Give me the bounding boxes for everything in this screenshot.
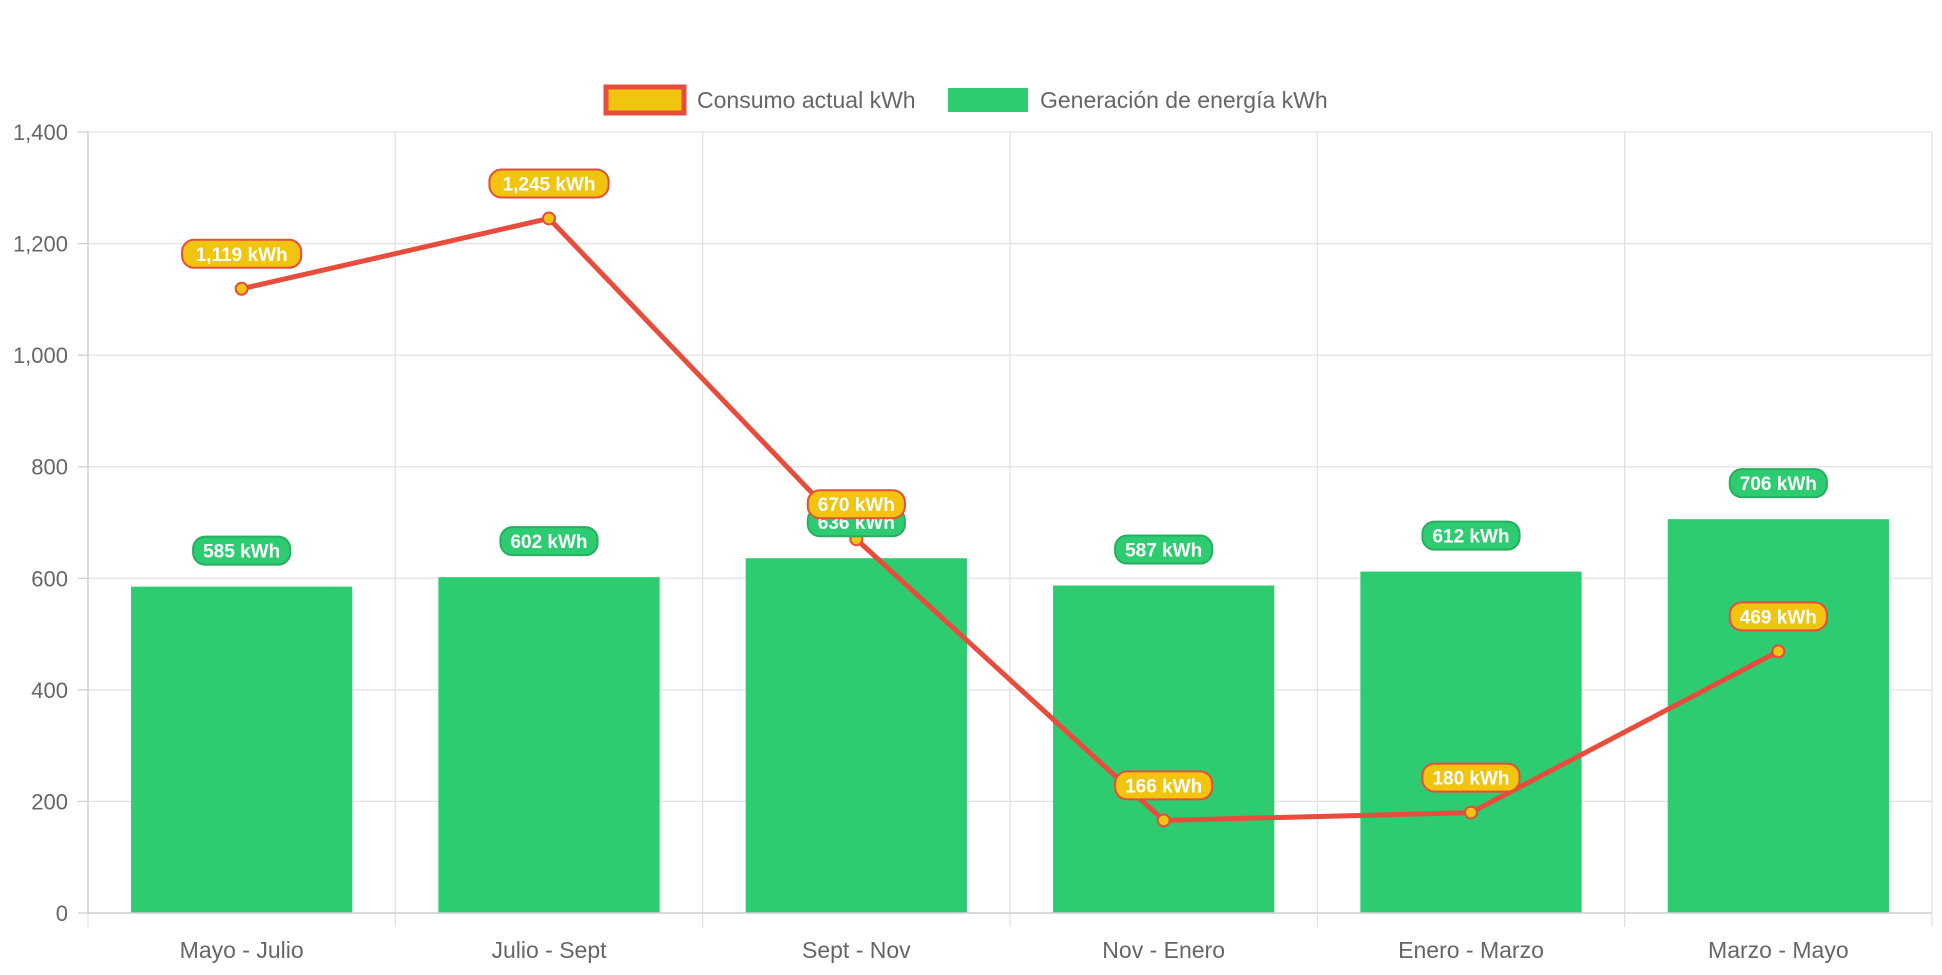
bar-data-label-bg: [1421, 520, 1521, 551]
bar-data-label: 587 kWh: [1114, 534, 1214, 565]
y-tick-label: 800: [31, 455, 68, 480]
bar[interactable]: [1360, 571, 1582, 913]
line-data-label-text: 670 kWh: [818, 495, 895, 516]
y-tick-label: 1,400: [13, 120, 68, 145]
x-tick-label: Enero - Marzo: [1398, 937, 1544, 963]
line-point[interactable]: [1464, 805, 1478, 820]
bar-data-label-bg: [192, 535, 292, 566]
y-tick-label: 0: [56, 901, 68, 926]
bar-data-label: 706 kWh: [1728, 468, 1828, 499]
line-data-label: 469 kWh: [1728, 601, 1828, 632]
y-tick-label: 600: [31, 566, 68, 591]
axes-layer: 0 200 400 600 800 1,000 1,200 1,400 Mayo - Julio…: [13, 120, 1932, 963]
line-point[interactable]: [234, 281, 249, 296]
bar-data-label-text: 706 kWh: [1740, 474, 1817, 495]
line-series-path: [241, 215, 1780, 823]
x-tick-label: Mayo - Julio: [180, 937, 304, 963]
bar-data-label-text: 602 kWh: [510, 532, 587, 553]
line-data-label-bg: [1114, 770, 1214, 801]
legend[interactable]: Consumo actual kWh Generación de energía …: [603, 84, 1328, 116]
bar-data-label-text: 585 kWh: [203, 542, 280, 563]
legend-item-generacion[interactable]: Generación de energía kWh: [948, 87, 1328, 113]
line-data-label: 180 kWh: [1421, 762, 1521, 793]
legend-label-generacion: Generación de energía kWh: [1040, 87, 1328, 113]
bar[interactable]: [745, 558, 967, 913]
line-data-label-bg: [1421, 762, 1521, 793]
legend-label-consumo: Consumo actual kWh: [697, 87, 916, 113]
line-point[interactable]: [542, 211, 556, 226]
x-tick-label: Nov - Enero: [1102, 937, 1225, 963]
line-data-label-bg: [1728, 601, 1828, 632]
line-point[interactable]: [1771, 644, 1786, 659]
x-tick-label: Julio - Sept: [491, 937, 607, 963]
legend-swatch-consumo: [603, 84, 687, 116]
line-data-label-text: 469 kWh: [1740, 607, 1817, 628]
y-tick-label: 1,000: [13, 343, 68, 368]
y-tick-label: 1,200: [13, 232, 68, 257]
line-data-label-text: 1,245 kWh: [503, 174, 596, 195]
line-point[interactable]: [1156, 813, 1171, 828]
bar-data-label-bg: [1728, 468, 1828, 499]
bar-data-label: 612 kWh: [1421, 520, 1521, 551]
x-tick-label: Sept - Nov: [802, 937, 911, 963]
y-tick-label: 400: [31, 678, 68, 703]
grid-layer: [87, 131, 1933, 927]
line-data-label-text: 166 kWh: [1125, 776, 1202, 797]
line-data-label: 166 kWh: [1114, 770, 1214, 801]
line-data-label: 1,119 kWh: [181, 238, 303, 269]
legend-swatch-generacion: [948, 88, 1028, 112]
line-data-label-bg: [806, 489, 906, 520]
line-data-label: 1,245 kWh: [488, 168, 610, 199]
line-data-label-text: 180 kWh: [1432, 769, 1509, 790]
bar-series-layer: [131, 519, 1889, 913]
legend-item-consumo[interactable]: Consumo actual kWh: [603, 84, 916, 116]
line-data-label-text: 1,119 kWh: [196, 245, 288, 266]
bar[interactable]: [1667, 519, 1889, 913]
bar[interactable]: [438, 577, 660, 913]
bar[interactable]: [131, 586, 353, 913]
bar-data-label-text: 612 kWh: [1432, 527, 1509, 548]
bar-data-label-text: 587 kWh: [1125, 541, 1202, 562]
bar-data-label: 602 kWh: [499, 526, 599, 557]
line-data-label: 670 kWh: [806, 489, 906, 520]
bar-data-label: 585 kWh: [192, 535, 292, 566]
bar-data-label-bg: [1114, 534, 1214, 565]
line-data-label-bg: [181, 238, 303, 269]
x-tick-label: Marzo - Mayo: [1708, 937, 1849, 963]
y-tick-label: 200: [31, 789, 68, 814]
line-data-label-bg: [488, 168, 610, 199]
bar-data-label-bg: [499, 526, 599, 557]
bar[interactable]: [1053, 585, 1275, 913]
